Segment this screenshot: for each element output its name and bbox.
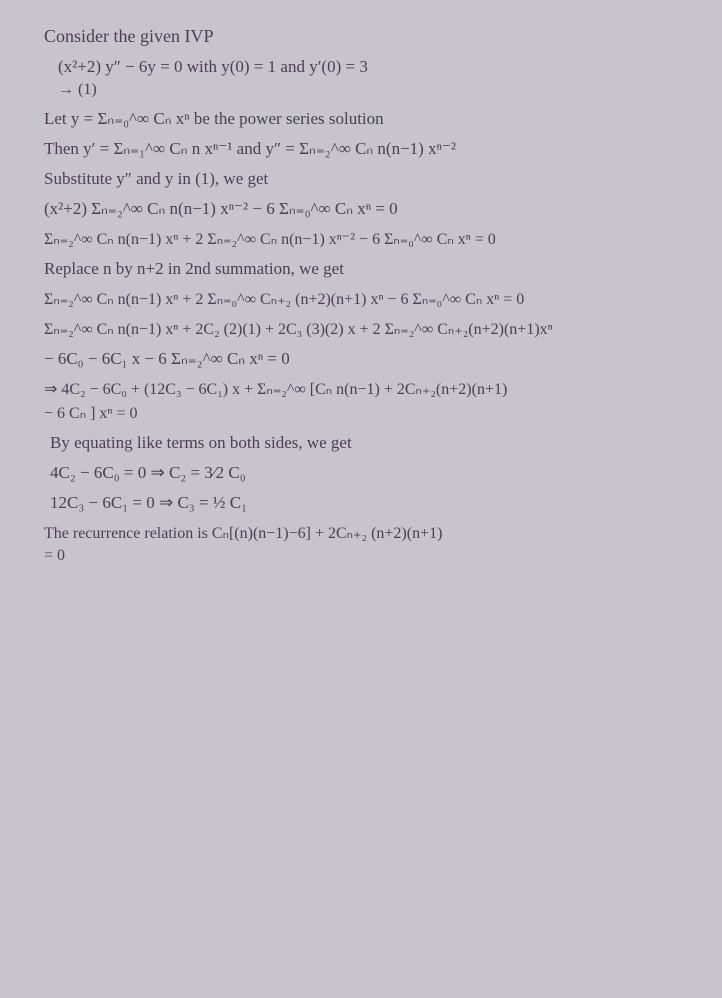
handwritten-page: Consider the given IVP (x²+2) y″ − 6y = … (0, 0, 722, 998)
equation-ref: → (1) (58, 81, 688, 99)
equation-line: (x²+2) y″ − 6y = 0 with y(0) = 1 and y′(… (58, 57, 688, 77)
equation-line: ⇒ 4C₂ − 6C₀ + (12C₃ − 6C₁) x + Σₙ₌₂^∞ [C… (44, 379, 688, 399)
equation-line: 12C₃ − 6C₁ = 0 ⇒ C₃ = ½ C₁ (50, 493, 688, 513)
equation-line: − 6C₀ − 6C₁ x − 6 Σₙ₌₂^∞ Cₙ xⁿ = 0 (44, 349, 688, 369)
equation-line: Σₙ₌₂^∞ Cₙ n(n−1) xⁿ + 2 Σₙ₌₀^∞ Cₙ₊₂ (n+2… (44, 289, 688, 309)
text-line: Replace n by n+2 in 2nd summation, we ge… (44, 259, 688, 279)
equation-line: = 0 (44, 547, 688, 565)
equation-line: The recurrence relation is Cₙ[(n)(n−1)−6… (44, 523, 688, 543)
equation-line: 4C₂ − 6C₀ = 0 ⇒ C₂ = 3⁄2 C₀ (50, 463, 688, 483)
text-line: By equating like terms on both sides, we… (50, 433, 688, 453)
text-line: Substitute y″ and y in (1), we get (44, 169, 688, 189)
equation-line: Σₙ₌₂^∞ Cₙ n(n−1) xⁿ + 2 Σₙ₌₂^∞ Cₙ n(n−1)… (44, 229, 688, 249)
equation-line: Σₙ₌₂^∞ Cₙ n(n−1) xⁿ + 2C₂ (2)(1) + 2C₃ (… (44, 319, 688, 339)
equation-line: Then y′ = Σₙ₌₁^∞ Cₙ n xⁿ⁻¹ and y″ = Σₙ₌₂… (44, 139, 688, 159)
equation-line: (x²+2) Σₙ₌₂^∞ Cₙ n(n−1) xⁿ⁻² − 6 Σₙ₌₀^∞ … (44, 199, 688, 219)
equation-line: − 6 Cₙ ] xⁿ = 0 (44, 403, 688, 423)
text-line: Consider the given IVP (44, 26, 688, 47)
equation-line: Let y = Σₙ₌₀^∞ Cₙ xⁿ be the power series… (44, 109, 688, 129)
